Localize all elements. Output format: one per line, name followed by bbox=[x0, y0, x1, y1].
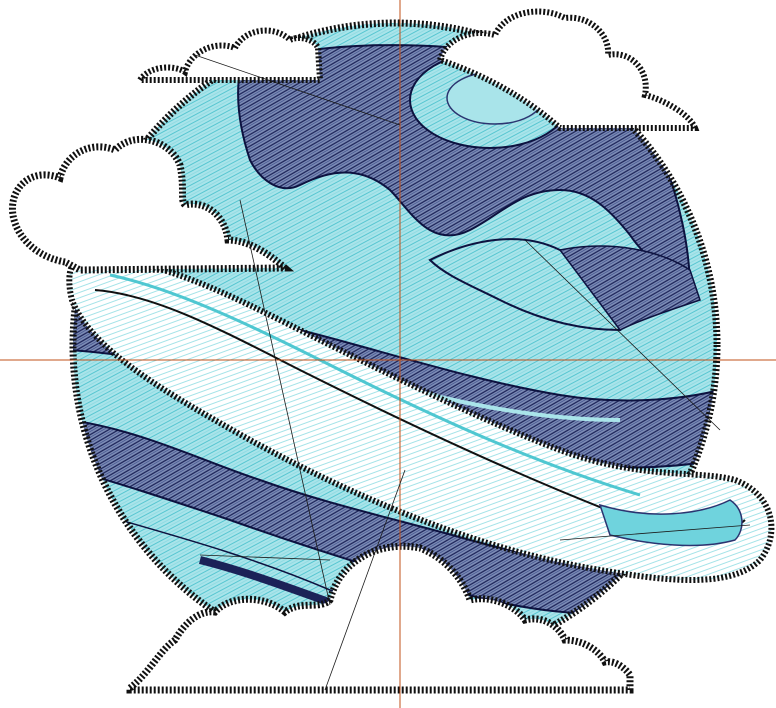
cloud-icon bbox=[126, 542, 634, 694]
cloud-top-left bbox=[134, 27, 324, 83]
cloud-top-right bbox=[436, 8, 700, 131]
travel-lines bbox=[194, 54, 751, 691]
ring-icon bbox=[66, 256, 775, 583]
cloud-icon bbox=[436, 8, 700, 131]
cloud-icon bbox=[134, 27, 324, 83]
cloud-icon bbox=[8, 135, 295, 274]
cloud-bottom bbox=[126, 542, 634, 694]
cloud-left bbox=[8, 135, 295, 274]
